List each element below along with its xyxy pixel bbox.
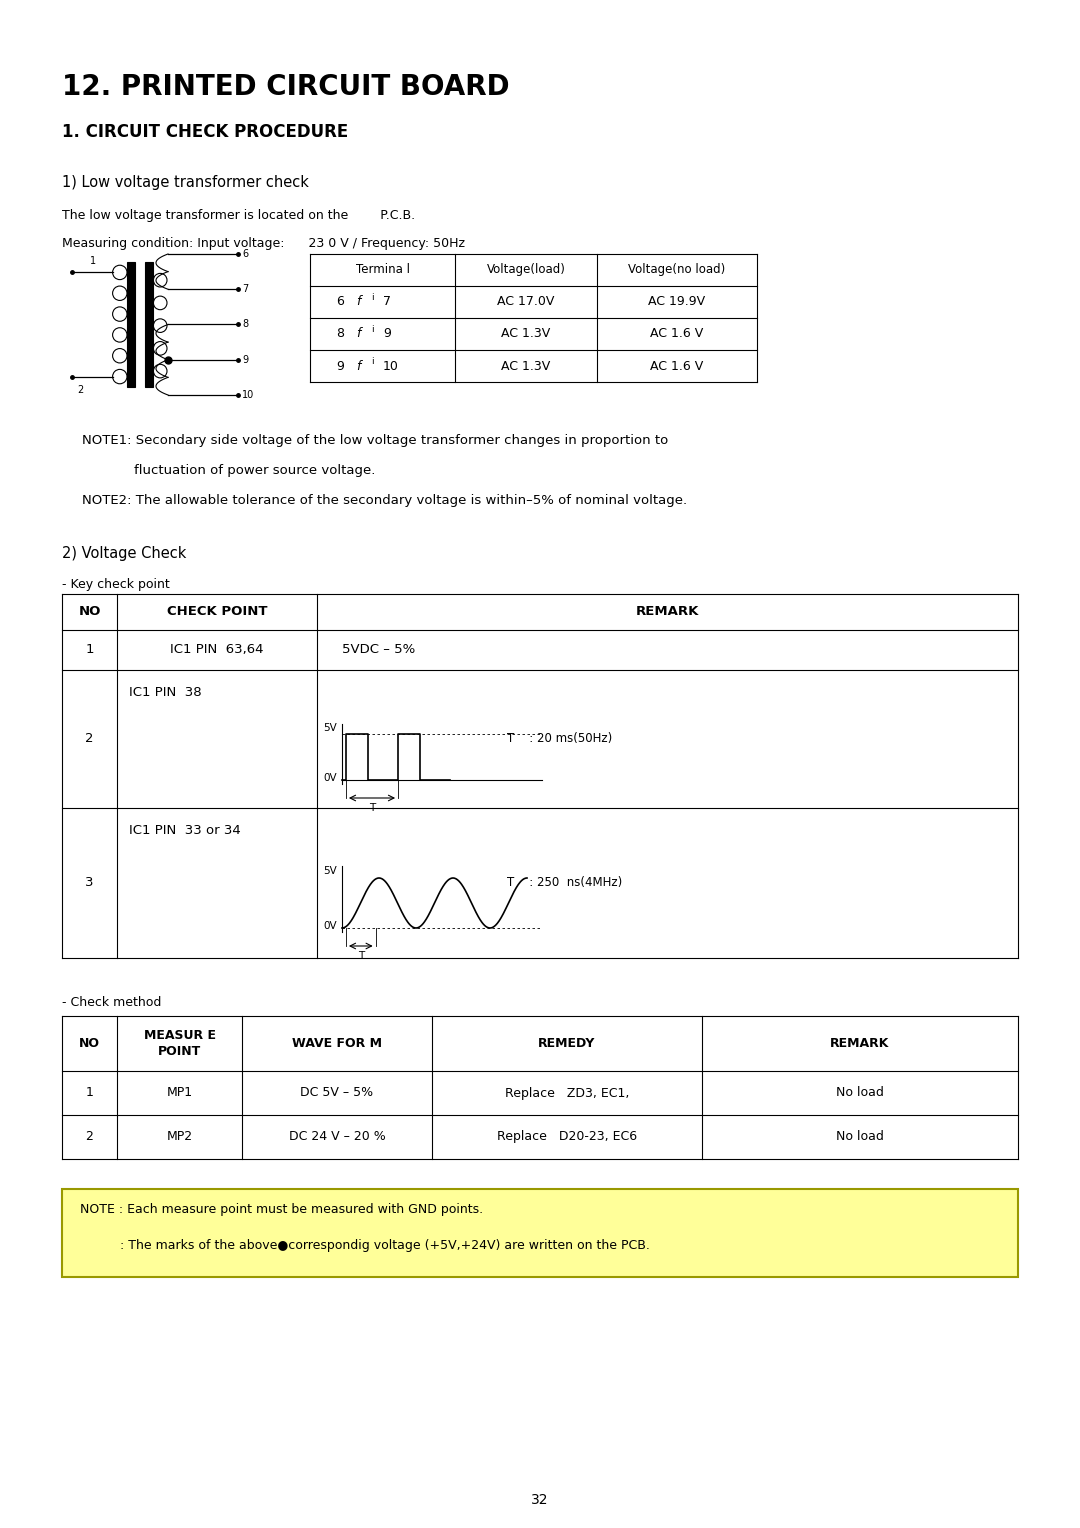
Text: No load: No load — [836, 1086, 883, 1100]
Text: 5V: 5V — [323, 866, 337, 876]
Text: Measuring condition: Input voltage:      23 0 V / Frequency: 50Hz: Measuring condition: Input voltage: 23 0… — [62, 237, 465, 251]
Text: f: f — [356, 327, 361, 341]
Text: 10: 10 — [242, 390, 254, 400]
Text: 9: 9 — [242, 354, 248, 365]
Text: f: f — [356, 295, 361, 309]
Text: WAVE FOR M: WAVE FOR M — [292, 1038, 382, 1050]
Text: AC 19.9V: AC 19.9V — [648, 295, 705, 309]
Text: T: T — [357, 950, 364, 961]
Text: DC 5V – 5%: DC 5V – 5% — [300, 1086, 374, 1100]
Text: DC 24 V – 20 %: DC 24 V – 20 % — [288, 1131, 386, 1143]
Text: : The marks of the above●correspondig voltage (+5V,+24V) are written on the PCB.: : The marks of the above●correspondig vo… — [80, 1239, 650, 1251]
Text: 1: 1 — [85, 643, 94, 657]
FancyBboxPatch shape — [62, 1189, 1018, 1277]
Text: 0V: 0V — [323, 921, 337, 931]
Text: AC 1.6 V: AC 1.6 V — [650, 359, 704, 373]
Text: REMARK: REMARK — [831, 1038, 890, 1050]
Text: 9: 9 — [383, 327, 391, 341]
Text: T    : 20 ms(50Hz): T : 20 ms(50Hz) — [507, 732, 612, 746]
Text: IC1 PIN  63,64: IC1 PIN 63,64 — [171, 643, 264, 657]
Text: T    : 250  ns(4MHz): T : 250 ns(4MHz) — [507, 877, 622, 889]
Text: AC 1.3V: AC 1.3V — [501, 327, 551, 341]
Text: 7: 7 — [383, 295, 391, 309]
Text: The low voltage transformer is located on the        P.C.B.: The low voltage transformer is located o… — [62, 209, 415, 222]
Text: NOTE : Each measure point must be measured with GND points.: NOTE : Each measure point must be measur… — [80, 1203, 483, 1216]
Text: 2: 2 — [77, 385, 83, 394]
Text: fluctuation of power source voltage.: fluctuation of power source voltage. — [134, 465, 376, 477]
Text: MP1: MP1 — [166, 1086, 192, 1100]
Text: AC 17.0V: AC 17.0V — [497, 295, 555, 309]
Bar — [127, 261, 135, 387]
Text: i: i — [372, 293, 374, 303]
Text: T: T — [369, 804, 375, 813]
Text: 2: 2 — [85, 732, 94, 746]
Text: Replace   D20-23, EC6: Replace D20-23, EC6 — [497, 1131, 637, 1143]
Text: 5V: 5V — [323, 723, 337, 733]
Text: 7: 7 — [242, 284, 248, 295]
Text: - Check method: - Check method — [62, 996, 161, 1008]
Text: REMEDY: REMEDY — [538, 1038, 596, 1050]
Text: NO: NO — [79, 1038, 100, 1050]
Text: 8: 8 — [336, 327, 345, 341]
Text: Voltage(no load): Voltage(no load) — [629, 263, 726, 277]
Text: 1: 1 — [90, 257, 96, 266]
Text: 5VDC – 5%: 5VDC – 5% — [342, 643, 415, 657]
Text: 10: 10 — [383, 359, 399, 373]
Text: MEASUR E
POINT: MEASUR E POINT — [144, 1028, 216, 1057]
Text: Replace   ZD3, EC1,: Replace ZD3, EC1, — [504, 1086, 630, 1100]
Text: 0V: 0V — [323, 773, 337, 782]
Text: Termina l: Termina l — [355, 263, 409, 277]
Text: 9: 9 — [336, 359, 343, 373]
Text: NOTE1: Secondary side voltage of the low voltage transformer changes in proporti: NOTE1: Secondary side voltage of the low… — [82, 434, 669, 448]
Text: 8: 8 — [242, 319, 248, 330]
Bar — [145, 261, 153, 387]
Text: AC 1.6 V: AC 1.6 V — [650, 327, 704, 341]
Text: IC1 PIN  38: IC1 PIN 38 — [129, 686, 202, 698]
Text: 1) Low voltage transformer check: 1) Low voltage transformer check — [62, 176, 309, 189]
Text: 1. CIRCUIT CHECK PROCEDURE: 1. CIRCUIT CHECK PROCEDURE — [62, 122, 348, 141]
Text: 6: 6 — [242, 249, 248, 260]
Text: 2) Voltage Check: 2) Voltage Check — [62, 545, 187, 561]
Text: 3: 3 — [85, 877, 94, 889]
Text: i: i — [372, 358, 374, 367]
Text: NO: NO — [79, 605, 100, 619]
Text: 2: 2 — [85, 1131, 94, 1143]
Text: i: i — [372, 325, 374, 335]
Text: MP2: MP2 — [166, 1131, 192, 1143]
Text: CHECK POINT: CHECK POINT — [166, 605, 267, 619]
Text: AC 1.3V: AC 1.3V — [501, 359, 551, 373]
Text: 12. PRINTED CIRCUIT BOARD: 12. PRINTED CIRCUIT BOARD — [62, 73, 510, 101]
Text: No load: No load — [836, 1131, 883, 1143]
Text: f: f — [356, 359, 361, 373]
Text: - Key check point: - Key check point — [62, 578, 170, 591]
Text: 1: 1 — [85, 1086, 94, 1100]
Text: 6: 6 — [336, 295, 343, 309]
Text: IC1 PIN  33 or 34: IC1 PIN 33 or 34 — [129, 824, 241, 837]
Text: NOTE2: The allowable tolerance of the secondary voltage is within–5% of nominal : NOTE2: The allowable tolerance of the se… — [82, 494, 687, 507]
Text: REMARK: REMARK — [636, 605, 699, 619]
Text: 32: 32 — [531, 1493, 549, 1507]
Text: Voltage(load): Voltage(load) — [487, 263, 566, 277]
